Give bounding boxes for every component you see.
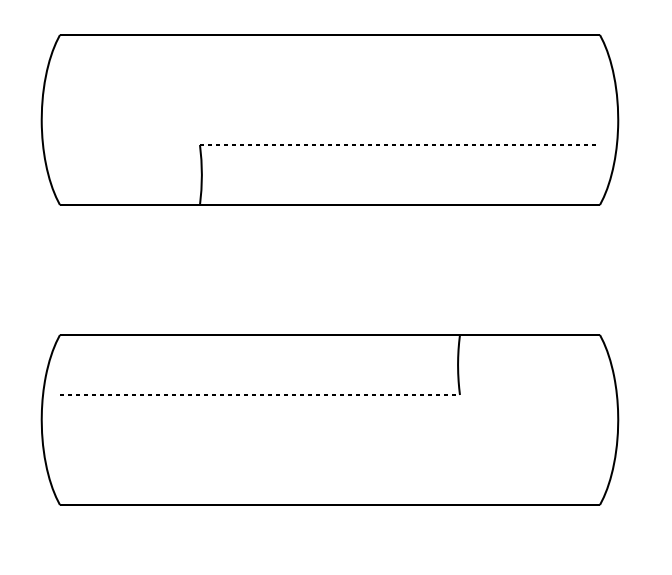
- half-cylinder-diagram: [0, 0, 672, 575]
- bottom-half-cylinder: [42, 335, 619, 505]
- top-half-cylinder: [42, 35, 619, 205]
